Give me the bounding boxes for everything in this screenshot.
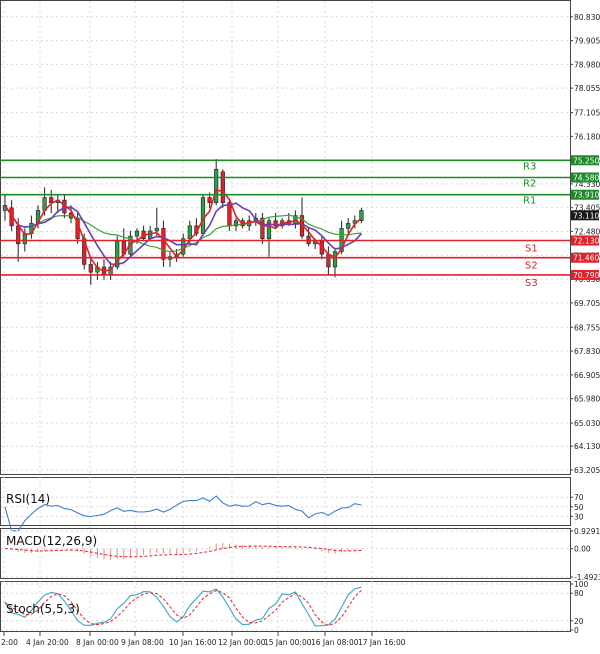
level-label-r1: R1: [523, 196, 536, 207]
axis-tick-label: 100: [574, 580, 589, 589]
macd-panel: 0.9291 0.00 -1.4923: [1, 527, 600, 582]
candle-down: [161, 228, 166, 260]
price-tick-label: 66.905: [574, 371, 600, 380]
moving-average-mid: [4, 202, 362, 266]
level-tag-s1: 72.130: [573, 237, 599, 246]
price-tick-label: 65.980: [574, 395, 600, 404]
candle-up: [214, 168, 219, 203]
last-price-tag: 73.110: [573, 211, 599, 220]
macd-title: MACD(12,26,9): [6, 534, 97, 548]
stoch-panel-frame: [0, 581, 571, 632]
level-label-s2: S2: [525, 261, 538, 272]
candle-down: [88, 264, 93, 273]
axis-tick-label: 50: [574, 503, 584, 512]
level-tag-bg: [571, 252, 599, 263]
candle-up: [233, 220, 239, 227]
candle-down: [273, 220, 278, 227]
price-tick-label: 76.180: [574, 132, 600, 141]
candle-up: [134, 230, 140, 237]
price-tick-label: 79.905: [574, 37, 600, 46]
axis-tick-label: 0.00: [574, 545, 591, 554]
axis-tick-label: 30: [574, 512, 584, 521]
level-tag-s3: 70.790: [573, 271, 599, 280]
candle-down: [326, 253, 331, 268]
axis-tick-label: -1.4923: [574, 573, 600, 582]
stoch-title: Stoch(5,5,3): [6, 602, 80, 616]
candle-down: [220, 171, 225, 203]
level-tag-s2: 71.460: [573, 254, 599, 263]
time-tick-label: 8 Jan 00:00: [76, 638, 119, 647]
stoch-d-line: [4, 589, 362, 627]
time-tick-label: 9 Jan 08:00: [121, 638, 164, 647]
candle-down: [260, 217, 265, 239]
time-tick-label: 17 Jan 16:00: [358, 638, 406, 647]
level-tag-bg: [571, 155, 599, 166]
price-tick-label: 72.480: [574, 228, 600, 237]
time-tick-label: 4 Jan 20:00: [26, 638, 69, 647]
axis-tick-label: 80: [574, 589, 584, 598]
price-tick-label: 63.205: [574, 466, 600, 475]
price-tick-label: 65.030: [574, 419, 600, 428]
candle-down: [227, 202, 232, 227]
candle-up: [187, 225, 192, 239]
candle-down: [49, 197, 54, 204]
moving-average-fast: [4, 188, 362, 273]
price-tick-label: 78.055: [574, 84, 600, 93]
time-tick-label: 16 Jan 08:00: [311, 638, 359, 647]
time-axis: 2:00 4 Jan 20:00 8 Jan 00:00 9 Jan 08:00 10 …: [1, 632, 406, 647]
time-tick-label: 2:00: [1, 638, 18, 647]
price-tick-label: 68.755: [574, 323, 600, 332]
level-tag-bg: [571, 235, 599, 246]
axis-tick-label: 0.9291: [574, 527, 600, 536]
level-label-s1: S1: [525, 244, 538, 255]
time-tick-label: 12 Jan 00:00: [218, 638, 266, 647]
level-tag-r2: 74.580: [573, 174, 599, 183]
level-label-r2: R2: [523, 179, 536, 190]
price-axis: 80.830 79.905 78.980 78.055 77.105 76.180 75.2…: [570, 13, 600, 475]
level-tag-bg: [571, 172, 599, 183]
rsi-panel-frame: [0, 477, 571, 526]
main-panel-frame: [0, 0, 571, 475]
price-tick-label: 67.830: [574, 347, 600, 356]
main-price-panel: R3 R2 R1 S1 S2 S3: [0, 158, 570, 289]
price-tick-label: 73.405: [574, 204, 600, 213]
axis-tick-label: 20: [574, 617, 584, 626]
level-tag-bg: [571, 189, 599, 200]
time-tick-label: 10 Jan 16:00: [169, 638, 217, 647]
price-tick-label: 69.705: [574, 299, 600, 308]
time-tick-label: 15 Jan 00:00: [264, 638, 312, 647]
last-price-tag-bg: [571, 210, 599, 221]
price-tick-label: 74.330: [574, 180, 600, 189]
level-tag-bg: [571, 269, 599, 280]
grid: [1, 1, 570, 631]
price-tick-label: 64.130: [574, 442, 600, 451]
price-tick-label: 80.830: [574, 13, 600, 22]
rsi-line: [4, 495, 362, 532]
candle-up: [332, 251, 338, 268]
candle-up: [266, 220, 272, 239]
level-label-r3: R3: [523, 161, 536, 172]
candle-up: [346, 222, 351, 229]
candle-up: [154, 228, 159, 232]
level-tag-r3: 75.250: [573, 156, 599, 165]
level-label-s3: S3: [525, 278, 538, 289]
level-tag-r1: 73.910: [573, 191, 599, 200]
candle-down: [207, 197, 212, 204]
candle-up: [359, 210, 364, 222]
rsi-title: RSI(14): [6, 492, 50, 506]
candle-up: [200, 197, 206, 234]
price-tick-label: 77.105: [574, 109, 600, 118]
price-tick-label: 78.980: [574, 60, 600, 69]
axis-tick-label: 70: [574, 493, 584, 502]
stoch-k-line: [4, 586, 362, 627]
macd-panel-frame: [0, 528, 571, 579]
axis-tick-label: 0: [574, 626, 579, 635]
